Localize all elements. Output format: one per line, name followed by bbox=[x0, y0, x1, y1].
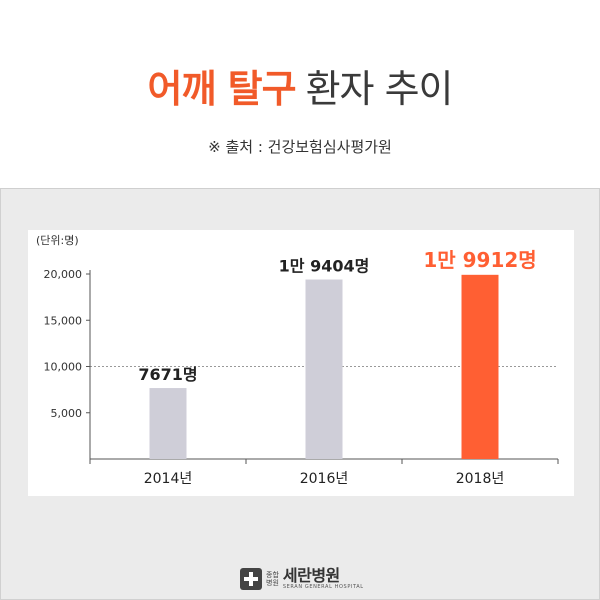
y-tick-label: 5,000 bbox=[51, 407, 83, 420]
logo-text: 세란병원 SERAN GENERAL HOSPITAL bbox=[282, 565, 364, 591]
header: 어깨 탈구 환자 추이 ※ 출처 : 건강보험심사평가원 bbox=[0, 0, 600, 189]
y-tick-label: 20,000 bbox=[44, 268, 83, 281]
chart-panel: (단위:명) 5,000 10,000 15,000 20,000 7671명 2014년 1… bbox=[28, 230, 574, 496]
bar-2014년 bbox=[149, 388, 187, 459]
hospital-logo: 종합 병원 세란병원 SERAN GENERAL HOSPITAL bbox=[240, 567, 364, 591]
page-title: 어깨 탈구 환자 추이 bbox=[0, 58, 600, 113]
y-unit-label: (단위:명) bbox=[36, 234, 79, 247]
bar-chart: (단위:명) 5,000 10,000 15,000 20,000 7671명 2014년 1… bbox=[36, 234, 559, 487]
data-label-2016년: 1만 9404명 bbox=[279, 257, 370, 276]
x-tick-label-2016년: 2016년 bbox=[300, 471, 349, 487]
logo-small-text: 종합 병원 bbox=[266, 571, 279, 587]
y-tick-label: 10,000 bbox=[44, 361, 83, 374]
x-tick-label-2014년: 2014년 bbox=[144, 471, 193, 487]
title-accent: 어깨 탈구 bbox=[147, 67, 297, 111]
source-note: ※ 출처 : 건강보험심사평가원 bbox=[208, 138, 392, 156]
x-tick-label-2018년: 2018년 bbox=[456, 471, 505, 487]
logo-name: 세란병원 bbox=[282, 565, 340, 585]
data-label-2018년: 1만 9912명 bbox=[423, 248, 536, 272]
cross-icon bbox=[240, 568, 262, 590]
logo-subtitle: SERAN GENERAL HOSPITAL bbox=[282, 583, 364, 590]
bar-2018년 bbox=[461, 274, 499, 459]
title-rest: 환자 추이 bbox=[305, 67, 454, 111]
bar-2016년 bbox=[305, 279, 343, 459]
logo-small-2: 병원 bbox=[266, 579, 279, 587]
data-label-2014년: 7671명 bbox=[138, 365, 197, 384]
y-tick-label: 15,000 bbox=[44, 314, 83, 327]
logo-small-1: 종합 bbox=[266, 571, 279, 579]
